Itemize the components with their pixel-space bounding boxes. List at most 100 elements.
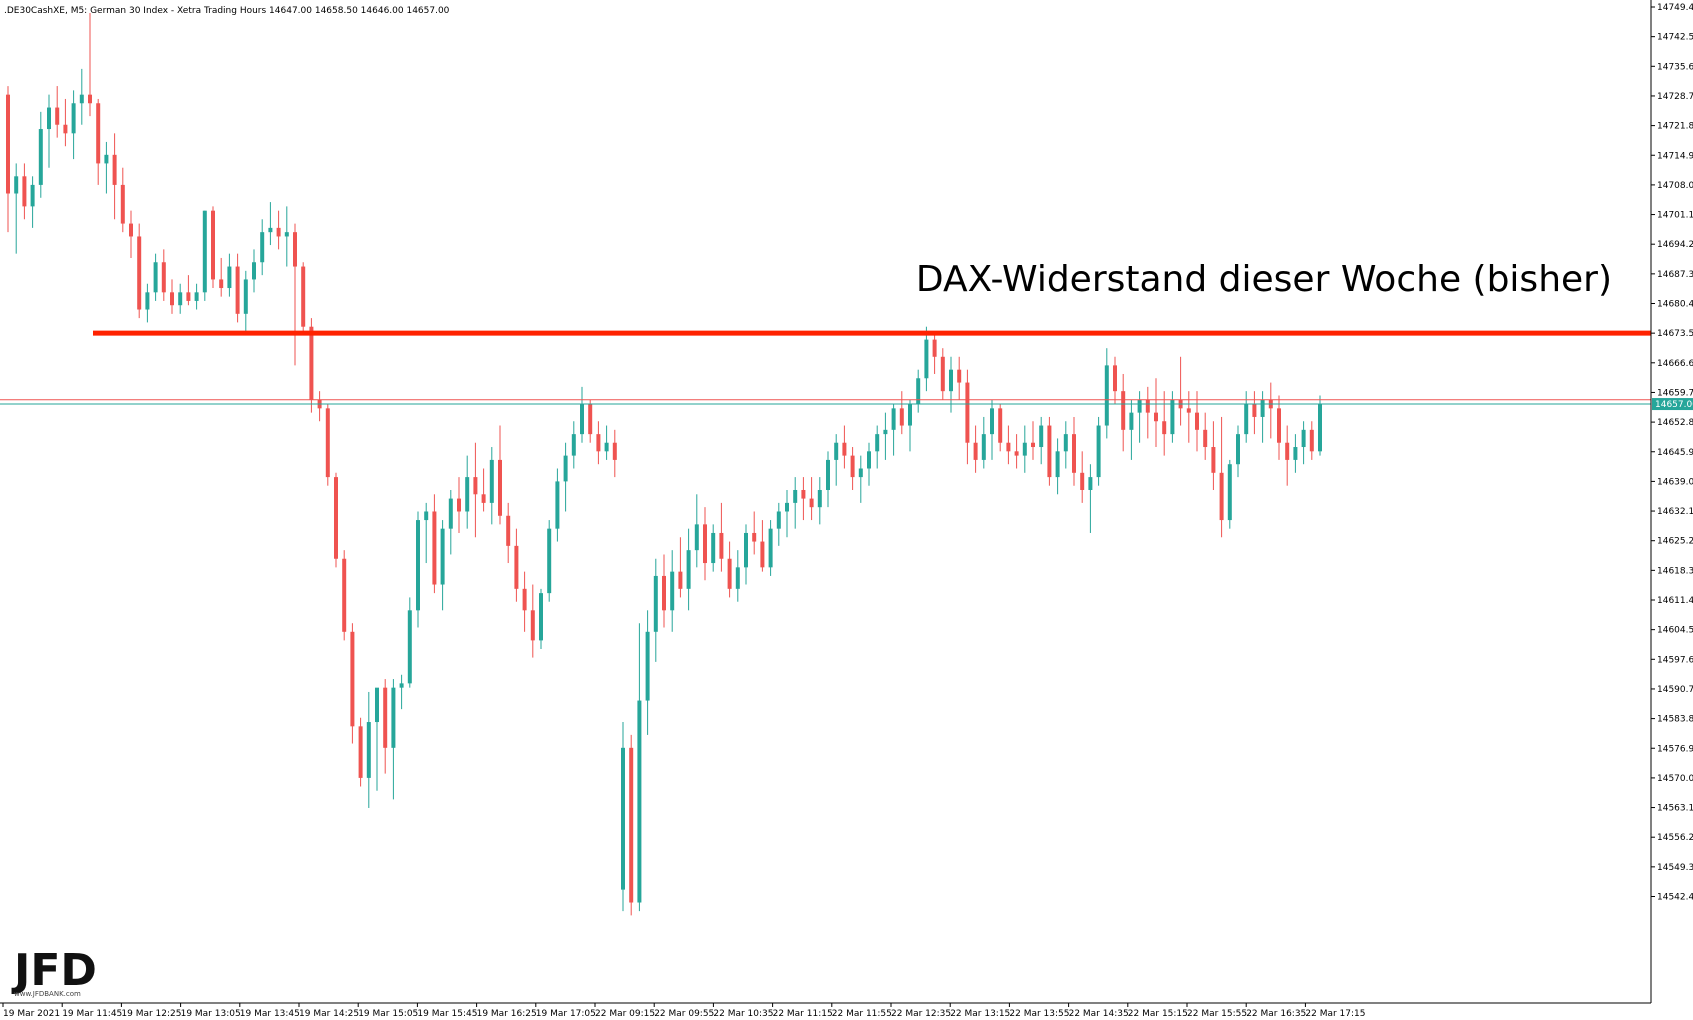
candle-body	[88, 94, 92, 104]
candle	[375, 687, 379, 791]
x-tick-label: 22 Mar 11:15	[773, 1009, 833, 1019]
candle-body	[588, 404, 593, 435]
candle	[817, 477, 822, 525]
candle	[465, 455, 470, 529]
candle	[1252, 391, 1257, 435]
current-price-tag: 14657.00	[1652, 398, 1693, 411]
candle-body	[530, 610, 535, 641]
candle	[776, 502, 781, 546]
candle-body	[170, 292, 174, 306]
candle	[194, 283, 199, 310]
candle-body	[1129, 412, 1134, 430]
x-tick-label: 22 Mar 09:55	[654, 1009, 714, 1019]
candle-body	[776, 511, 781, 529]
x-tick-label: 22 Mar 15:15	[1128, 1009, 1188, 1019]
candle-body	[998, 408, 1003, 443]
price-axis: 14749.40 14742.50 14735.60 14728.70 14721.80…	[1651, 3, 1693, 903]
x-tick-label: 22 Mar 09:15	[595, 1009, 655, 1019]
candle-body	[662, 575, 666, 611]
x-tick-label: 19 Mar 11:45	[62, 1009, 122, 1019]
y-tick-label: 14701.10	[1657, 211, 1693, 221]
candle-body	[768, 528, 773, 568]
candle-body	[990, 408, 994, 435]
candle-body	[1022, 442, 1027, 456]
candle-body	[1096, 425, 1101, 478]
candle-body	[875, 434, 880, 452]
candle	[350, 623, 355, 744]
candle	[752, 511, 757, 555]
candle-body	[629, 747, 634, 903]
candle-body	[711, 532, 716, 564]
candle	[473, 442, 478, 538]
candle	[1227, 459, 1232, 529]
candle-body	[350, 631, 355, 727]
candle	[547, 520, 552, 602]
candle	[621, 722, 625, 912]
candle-body	[424, 511, 429, 521]
candle	[498, 425, 502, 525]
candle-body	[604, 442, 609, 452]
candle-body	[1309, 429, 1314, 452]
candle-body	[375, 687, 379, 723]
candle-body	[834, 442, 839, 460]
candle-body	[867, 451, 871, 469]
candle	[1072, 416, 1076, 486]
x-tick-label: 22 Mar 17:15	[1305, 1009, 1365, 1019]
candle-body	[891, 408, 896, 430]
candle-body	[399, 683, 404, 688]
candle-body	[55, 107, 60, 125]
candle	[506, 502, 511, 564]
candle	[571, 421, 576, 469]
candle-body	[760, 541, 765, 568]
candle-body	[621, 747, 625, 890]
y-tick-label: 14563.10	[1657, 804, 1693, 814]
candle	[867, 442, 871, 486]
candle-body	[637, 700, 642, 903]
candle	[998, 404, 1003, 452]
candle	[1145, 386, 1150, 439]
jfd-logo: JFD www.JFDBANK.com	[11, 945, 97, 998]
candle-body	[276, 227, 281, 237]
candle	[744, 524, 748, 585]
candle-body	[309, 326, 314, 400]
candle	[1129, 399, 1134, 460]
candle-body	[1121, 391, 1126, 430]
x-tick-label: 19 Mar 2021	[3, 1009, 60, 1019]
candle-body	[137, 236, 142, 310]
candle	[391, 679, 396, 800]
x-tick-label: 22 Mar 12:35	[891, 1009, 951, 1019]
x-tick-label: 19 Mar 13:45	[240, 1009, 300, 1019]
candle-body	[498, 459, 502, 516]
candle-body	[112, 154, 117, 185]
candle-body	[858, 468, 863, 478]
candle-body	[932, 339, 937, 357]
candle-body	[752, 532, 757, 542]
candle	[342, 550, 347, 641]
logo-mark: JFD	[11, 945, 97, 996]
candle	[325, 404, 330, 486]
resistance-annotation: DAX-Widerstand dieser Woche (bisher)	[916, 259, 1612, 300]
candle	[202, 210, 207, 301]
candle	[260, 219, 265, 276]
candle-body	[596, 434, 601, 452]
y-tick-label: 14714.90	[1657, 151, 1693, 161]
candle	[990, 399, 994, 460]
candle-body	[145, 292, 150, 310]
y-tick-label: 14749.40	[1657, 3, 1693, 13]
candle-body	[957, 369, 962, 383]
current-price-label: 14657.00	[1655, 400, 1693, 410]
candle	[55, 86, 60, 138]
candle	[416, 511, 420, 628]
x-tick-label: 19 Mar 13:05	[181, 1009, 241, 1019]
candle-body	[1014, 451, 1019, 456]
y-tick-label: 14694.20	[1657, 240, 1693, 250]
candle-body	[785, 502, 789, 512]
candle-body	[153, 262, 158, 293]
candle	[440, 520, 445, 611]
candle	[653, 558, 658, 662]
candle	[530, 584, 535, 658]
candle-body	[670, 571, 675, 611]
candle-body	[252, 262, 256, 280]
candle	[1063, 421, 1068, 469]
